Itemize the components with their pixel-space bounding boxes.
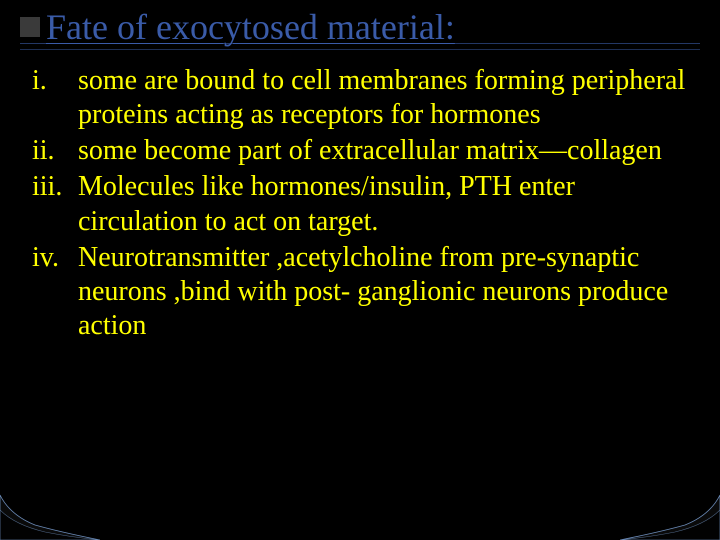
slide-title: Fate of exocytosed material:	[46, 7, 455, 47]
list-marker: i.	[28, 64, 78, 98]
list-marker: ii.	[28, 134, 78, 168]
list-item: ii. some become part of extracellular ma…	[28, 134, 692, 168]
slide-body: i. some are bound to cell membranes form…	[20, 64, 700, 343]
list-text: some are bound to cell membranes forming…	[78, 64, 692, 132]
list-text: Neurotransmitter ,acetylcholine from pre…	[78, 241, 692, 343]
list-item: iv. Neurotransmitter ,acetylcholine from…	[28, 241, 692, 343]
title-rule	[20, 43, 700, 44]
title-region: Fate of exocytosed material:	[20, 6, 700, 50]
title-bullet-icon	[20, 17, 40, 37]
list-text: Molecules like hormones/insulin, PTH ent…	[78, 170, 692, 238]
list-item: i. some are bound to cell membranes form…	[28, 64, 692, 132]
list-text: some become part of extracellular matrix…	[78, 134, 692, 168]
list-marker: iii.	[28, 170, 78, 204]
title-rule	[20, 49, 700, 50]
slide: Fate of exocytosed material: i. some are…	[0, 0, 720, 540]
list-marker: iv.	[28, 241, 78, 275]
corner-flourish-icon	[0, 470, 100, 540]
corner-flourish-icon	[620, 470, 720, 540]
list-item: iii. Molecules like hormones/insulin, PT…	[28, 170, 692, 238]
